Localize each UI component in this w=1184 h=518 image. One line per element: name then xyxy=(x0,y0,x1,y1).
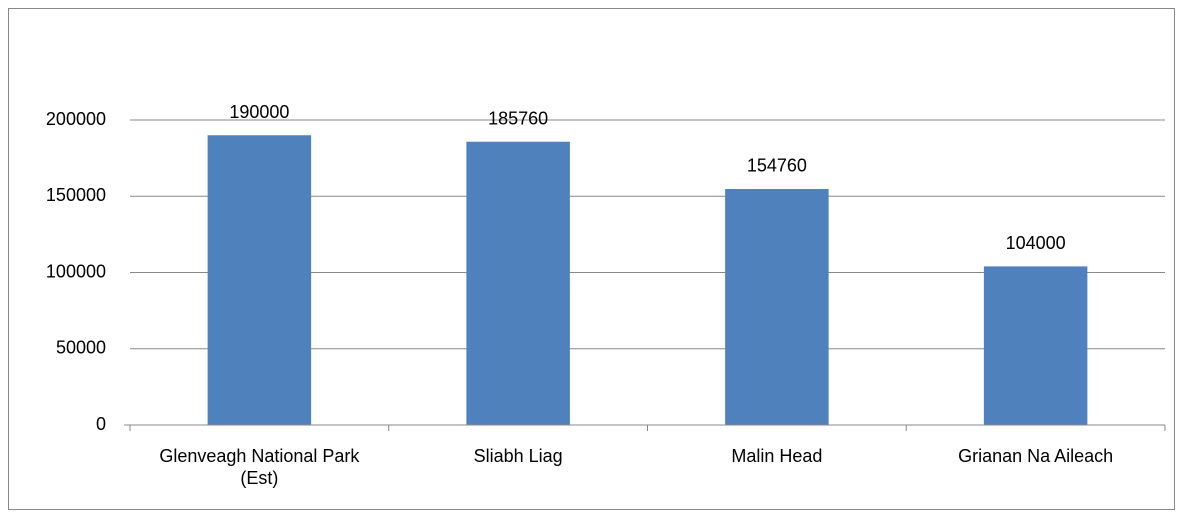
x-tick-label-box: Glenveagh National Park (Est) xyxy=(159,446,360,488)
y-tick-label: 200000 xyxy=(46,109,106,129)
bar xyxy=(207,135,312,425)
x-tick-label-box: Malin Head xyxy=(731,446,823,466)
y-tick-label: 0 xyxy=(96,414,106,434)
bar xyxy=(983,266,1088,425)
x-tick-label: Malin Head xyxy=(731,446,823,466)
x-tick-label: Sliabh Liag xyxy=(473,446,563,466)
bar xyxy=(725,188,829,425)
value-label: 190000 xyxy=(229,102,289,122)
x-tick-label-box: Grianan Na Aileach xyxy=(958,446,1114,466)
x-tick-label: Glenveagh National Park (Est) xyxy=(159,446,360,488)
x-tick-label: Grianan Na Aileach xyxy=(958,446,1114,466)
chart-border xyxy=(8,8,1175,510)
value-label: 154760 xyxy=(747,156,807,176)
y-tick-label: 150000 xyxy=(46,185,106,205)
y-tick-label: 100000 xyxy=(46,261,106,281)
y-tick-label: 50000 xyxy=(56,338,106,358)
value-label: 104000 xyxy=(1006,233,1066,253)
bar xyxy=(466,141,570,425)
value-label: 185760 xyxy=(488,108,548,128)
x-tick-label-box: Sliabh Liag xyxy=(473,446,563,466)
